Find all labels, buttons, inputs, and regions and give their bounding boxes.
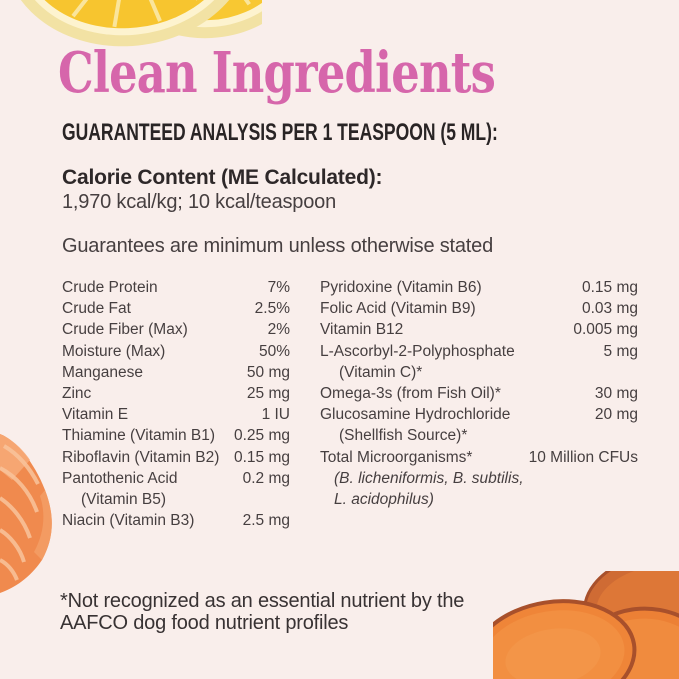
nutrient-label: Zinc — [62, 385, 92, 403]
nutrient-label: Total Microorganisms* — [320, 448, 473, 466]
nutrient-row: Folic Acid (Vitamin B9) 0.03 mg — [320, 298, 638, 319]
nutrient-value: 2% — [267, 321, 290, 339]
nutrient-label: L-Ascorbyl-2-Polyphosphate — [320, 342, 515, 360]
nutrient-row: Glucosamine Hydrochloride 20 mg — [320, 404, 638, 425]
nutrient-value: 10 Million CFUs — [528, 448, 638, 466]
nutrient-row: Vitamin E 1 IU — [62, 404, 290, 425]
sweet-potato-image — [493, 571, 679, 679]
nutrient-sublabel: (Shellfish Source)* — [339, 427, 468, 445]
nutrient-label: Vitamin E — [62, 406, 129, 424]
nutrient-value: 0.25 mg — [233, 427, 290, 445]
aafco-footnote-line2: AAFCO dog food nutrient profiles — [60, 612, 349, 635]
nutrient-row: Crude Protein 7% — [62, 277, 290, 298]
nutrient-label: Thiamine (Vitamin B1) — [62, 427, 216, 445]
nutrient-sublabel: L. acidophilus) — [334, 491, 434, 509]
nutrient-sublabel: (Vitamin C)* — [339, 363, 423, 381]
nutrient-row: Omega-3s (from Fish Oil)* 30 mg — [320, 383, 638, 404]
nutrient-value: 50% — [258, 342, 290, 360]
nutrient-row: Thiamine (Vitamin B1) 0.25 mg — [62, 425, 290, 446]
nutrient-value: 50 mg — [246, 363, 290, 381]
nutrient-value: 5 mg — [603, 342, 638, 360]
nutrient-label: Pantothenic Acid — [62, 469, 178, 487]
nutrient-row: Crude Fat 2.5% — [62, 298, 290, 319]
nutrient-column-left: Crude Protein 7% Crude Fat 2.5% Crude Fiber … — [62, 277, 290, 531]
aafco-footnote: *Not recognized as an essential nutrient… — [60, 590, 464, 635]
nutrient-label: Riboflavin (Vitamin B2) — [62, 448, 220, 466]
nutrient-label: Niacin (Vitamin B3) — [62, 512, 195, 530]
nutrient-row: Niacin (Vitamin B3) 2.5 mg — [62, 510, 290, 531]
nutrient-label: Crude Fat — [62, 300, 131, 318]
nutrient-value: 0.15 mg — [233, 448, 290, 466]
salmon-image — [0, 434, 52, 593]
nutrient-row: Zinc 25 mg — [62, 383, 290, 404]
nutrient-value: 2.5 mg — [242, 512, 290, 530]
nutrient-row: L-Ascorbyl-2-Polyphosphate 5 mg — [320, 341, 638, 362]
nutrient-value: 0.005 mg — [573, 321, 638, 339]
page-title: Clean Ingredients — [58, 40, 496, 106]
nutrient-label: Crude Protein — [62, 279, 158, 296]
nutrient-row: Vitamin B12 0.005 mg — [320, 319, 638, 340]
nutrient-label: Glucosamine Hydrochloride — [320, 406, 511, 424]
nutrient-sublabel: (B. licheniformis, B. subtilis, — [334, 469, 524, 487]
nutrient-row: Pantothenic Acid 0.2 mg — [62, 468, 290, 489]
lemon-slices-image — [6, 0, 262, 47]
guaranteed-analysis-heading: GUARANTEED ANALYSIS PER 1 TEASPOON (5 ML… — [62, 119, 498, 146]
nutrient-row: Crude Fiber (Max) 2% — [62, 319, 290, 340]
calorie-content-value: 1,970 kcal/kg; 10 kcal/teaspoon — [62, 191, 336, 213]
nutrient-column-right: Pyridoxine (Vitamin B6) 0.15 mg Folic Acid… — [320, 277, 638, 510]
nutrient-value: 0.03 mg — [581, 300, 638, 318]
nutrient-label: Manganese — [62, 363, 144, 381]
nutrient-value: 30 mg — [594, 385, 638, 403]
aafco-footnote-line1: *Not recognized as an essential nutrient… — [60, 590, 465, 612]
nutrient-value: 20 mg — [594, 406, 638, 424]
nutrient-label: Pyridoxine (Vitamin B6) — [320, 279, 482, 296]
nutrient-label: Omega-3s (from Fish Oil)* — [320, 385, 501, 403]
nutrient-row: Manganese 50 mg — [62, 362, 290, 383]
nutrient-row: Moisture (Max) 50% — [62, 341, 290, 362]
nutrient-label: Moisture (Max) — [62, 342, 166, 360]
nutrient-value: 7% — [267, 279, 290, 296]
nutrient-label: Vitamin B12 — [320, 321, 404, 339]
nutrient-value: 0.2 mg — [242, 469, 290, 487]
guarantee-note: Guarantees are minimum unless otherwise … — [62, 235, 494, 257]
nutrient-label: Crude Fiber (Max) — [62, 321, 188, 339]
nutrient-value: 0.15 mg — [581, 279, 638, 296]
nutrient-value: 1 IU — [261, 406, 290, 424]
nutrient-label: Folic Acid (Vitamin B9) — [320, 300, 476, 318]
nutrient-row: Pyridoxine (Vitamin B6) 0.15 mg — [320, 277, 638, 298]
calorie-content-heading: Calorie Content (ME Calculated): — [62, 166, 383, 189]
nutrient-row: Total Microorganisms* 10 Million CFUs — [320, 447, 638, 468]
nutrient-value: 25 mg — [246, 385, 290, 403]
nutrient-sublabel: (Vitamin B5) — [81, 491, 166, 509]
nutrient-value: 2.5% — [254, 300, 290, 318]
nutrient-row: Riboflavin (Vitamin B2) 0.15 mg — [62, 447, 290, 468]
